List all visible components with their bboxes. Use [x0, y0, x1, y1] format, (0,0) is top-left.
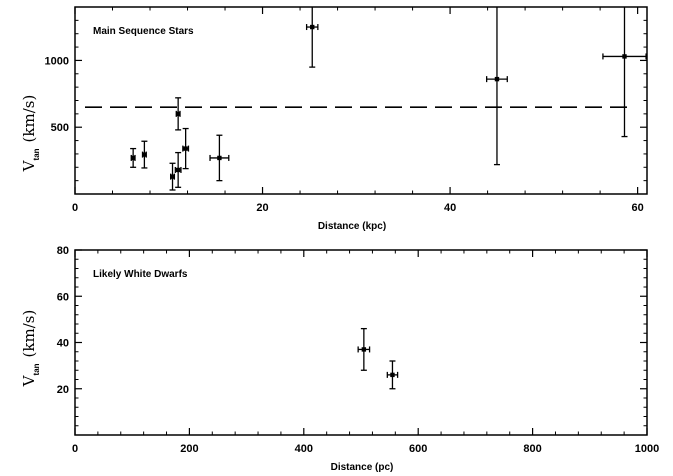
ticks-group: 0 20 40 60 500 1000	[45, 6, 647, 214]
point-marker	[390, 372, 395, 378]
data-point	[182, 127, 190, 170]
y-axis-title-main: V	[20, 159, 38, 172]
data-point	[175, 97, 182, 131]
svg-text:Vtan(km/s): Vtan (km/s)	[20, 95, 41, 173]
y-tick-label: 1000	[45, 55, 69, 67]
point-marker	[622, 54, 627, 59]
data-point	[209, 134, 230, 182]
x-axis-title: Distance (pc)	[331, 462, 394, 473]
point-marker	[130, 155, 136, 161]
x-tick-label: 200	[180, 443, 198, 455]
data-point	[386, 360, 399, 390]
point-marker	[361, 347, 367, 352]
y-axis-title-sub: tan	[32, 363, 41, 375]
x-tick-label: 600	[409, 443, 427, 455]
panel-label: Likely White Dwarfs	[93, 269, 188, 280]
svg-text:Vtan(km/s): Vtan (km/s)	[20, 310, 41, 388]
y-tick-label: 80	[57, 245, 69, 257]
x-tick-label: 400	[295, 443, 313, 455]
data-point	[141, 140, 148, 169]
data-points-group	[357, 327, 399, 390]
y-axis-title-unit: (km/s)	[20, 95, 38, 143]
y-axis-title: Vtan (km/s)	[20, 310, 41, 388]
data-point	[305, 7, 319, 68]
point-marker	[142, 152, 147, 157]
point-marker	[217, 155, 222, 161]
data-point	[486, 7, 508, 166]
white-dwarf-panel: Likely White Dwarfs Distance (pc) Vtan (k…	[20, 245, 659, 473]
x-tick-label: 1000	[635, 443, 659, 455]
y-axis-title-unit: (km/s)	[20, 310, 38, 358]
data-point	[169, 162, 176, 191]
x-tick-label: 60	[631, 202, 643, 214]
data-point	[357, 327, 371, 371]
y-tick-label: 20	[57, 384, 69, 396]
panel-label: Main Sequence Stars	[93, 26, 194, 37]
point-marker	[494, 76, 500, 82]
y-axis-title: Vtan (km/s)	[20, 95, 41, 173]
y-axis-title-main: V	[20, 374, 38, 387]
ticks-group: 0 200 400 600 800 1000 20 40 60 80	[57, 245, 659, 455]
y-tick-label: 40	[57, 338, 69, 350]
data-point	[602, 7, 647, 138]
point-marker	[170, 174, 175, 179]
y-tick-label: 60	[57, 291, 69, 303]
point-marker	[183, 146, 188, 151]
data-point	[130, 147, 137, 168]
point-marker	[175, 111, 181, 117]
x-tick-label: 20	[256, 202, 268, 214]
main-sequence-panel: Main Sequence Stars Distance (kpc) Vtan (…	[20, 6, 648, 232]
x-tick-label: 40	[444, 202, 456, 214]
data-points-group	[130, 7, 647, 191]
point-marker	[175, 167, 181, 173]
x-tick-label: 0	[72, 202, 78, 214]
y-axis-title-sub: tan	[32, 148, 41, 160]
data-point	[174, 151, 182, 188]
x-tick-label: 800	[523, 443, 541, 455]
y-tick-label: 500	[51, 122, 69, 134]
x-axis-title: Distance (kpc)	[318, 221, 386, 232]
point-marker	[310, 24, 315, 30]
x-tick-label: 0	[72, 443, 78, 455]
